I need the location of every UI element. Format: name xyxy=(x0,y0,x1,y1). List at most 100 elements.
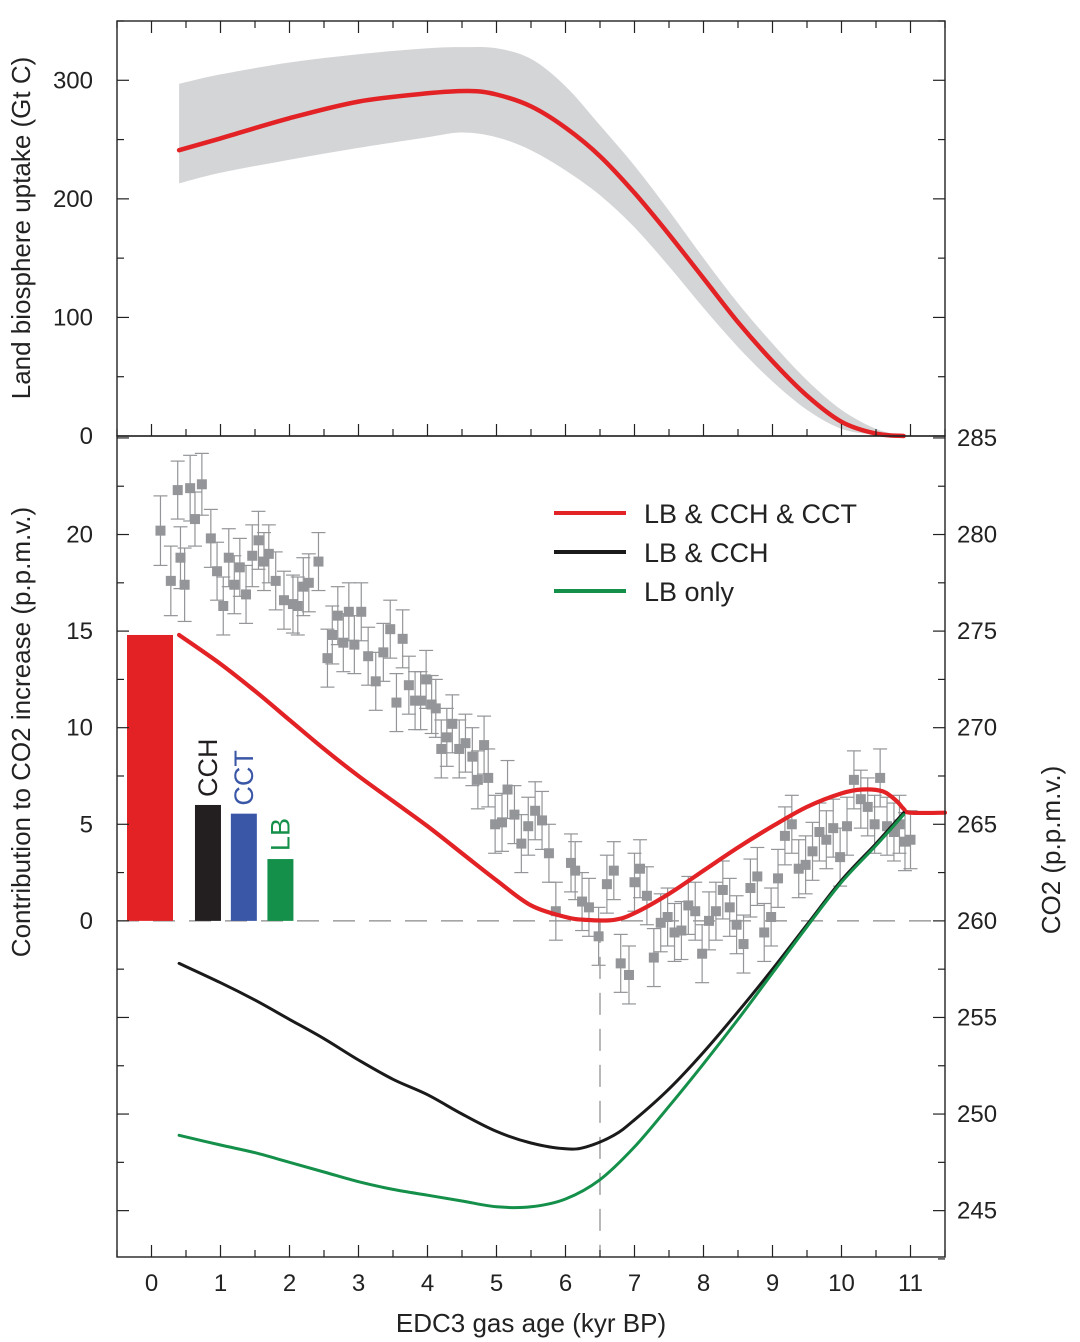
co2-data-point xyxy=(227,555,242,615)
co2-data-point xyxy=(481,748,496,808)
co2-data-point xyxy=(458,713,473,773)
co2-data-point xyxy=(439,707,454,767)
data-marker xyxy=(391,697,402,708)
data-marker xyxy=(253,535,264,546)
data-marker xyxy=(467,751,478,762)
uncertainty-band xyxy=(179,46,904,436)
x-tick-label: 1 xyxy=(214,1270,227,1297)
data-marker xyxy=(648,952,659,963)
data-marker xyxy=(397,633,408,644)
right-y-tick-label: 250 xyxy=(957,1101,997,1128)
co2-data-point xyxy=(354,582,369,642)
legend-label-1: LB & CCH & CCT xyxy=(644,499,857,529)
series-line-3 xyxy=(177,813,906,1210)
x-tick-label: 3 xyxy=(352,1270,365,1297)
data-marker xyxy=(669,927,680,938)
left-y-tick-label: 0 xyxy=(80,908,93,935)
left-y-tick-label: 15 xyxy=(66,618,93,645)
data-marker xyxy=(196,479,207,490)
co2-data-point xyxy=(256,531,271,592)
data-marker xyxy=(472,774,483,785)
left-y-tick-label: 10 xyxy=(66,715,93,742)
data-marker xyxy=(436,743,447,754)
co2-data-point xyxy=(548,881,563,941)
co2-data-point xyxy=(798,835,813,895)
data-marker xyxy=(523,821,534,832)
data-marker xyxy=(415,695,426,706)
co2-data-point xyxy=(177,547,192,623)
right-y-tick-label: 260 xyxy=(957,908,997,935)
data-marker xyxy=(577,896,588,907)
co2-data-point xyxy=(232,537,247,597)
data-marker xyxy=(185,483,196,494)
co2-data-point xyxy=(170,460,185,520)
data-marker xyxy=(502,784,513,795)
data-marker xyxy=(370,676,381,687)
co2-data-point xyxy=(853,769,868,829)
co2-data-point xyxy=(221,528,236,588)
data-marker xyxy=(704,915,715,926)
data-marker xyxy=(497,817,508,828)
data-marker xyxy=(403,680,414,691)
data-marker xyxy=(537,815,548,826)
co2-data-point xyxy=(722,877,737,937)
x-tick-label: 4 xyxy=(421,1270,434,1297)
data-marker xyxy=(172,485,183,496)
co2-data-point xyxy=(336,613,351,673)
data-marker xyxy=(842,821,853,832)
contribution-bar-label-2: CCH xyxy=(193,738,223,797)
co2-data-point xyxy=(599,854,614,914)
data-marker xyxy=(738,939,749,950)
data-marker xyxy=(460,738,471,749)
data-marker xyxy=(205,533,216,544)
co2-data-point xyxy=(903,810,918,870)
data-marker xyxy=(717,884,728,895)
data-marker xyxy=(690,906,701,917)
data-marker xyxy=(175,552,186,563)
co2-data-point xyxy=(261,524,276,584)
data-marker xyxy=(601,879,612,890)
co2-data-point xyxy=(495,792,510,852)
co2-data-point xyxy=(613,933,628,993)
data-marker xyxy=(807,846,818,857)
data-marker xyxy=(218,600,229,611)
data-marker xyxy=(855,794,866,805)
co2-data-point xyxy=(413,671,428,731)
data-marker xyxy=(662,912,673,923)
data-marker xyxy=(550,906,561,917)
contribution-bar-4 xyxy=(267,859,294,921)
right-y-tick-label: 270 xyxy=(957,715,997,742)
co2-data-point xyxy=(194,452,209,516)
series-line-2 xyxy=(177,811,906,1151)
data-marker xyxy=(241,589,252,600)
data-marker xyxy=(683,900,694,911)
data-marker xyxy=(447,718,458,729)
co2-data-point xyxy=(276,570,291,630)
x-tick-label: 11 xyxy=(898,1270,923,1297)
data-marker xyxy=(247,550,258,561)
data-marker xyxy=(800,859,811,870)
data-marker xyxy=(179,579,190,590)
x-tick-label: 0 xyxy=(145,1270,158,1297)
data-marker xyxy=(615,958,626,969)
data-marker xyxy=(848,774,859,785)
legend-label-2: LB & CCH xyxy=(644,538,769,568)
uptake-series-line xyxy=(176,88,906,439)
co2-data-point xyxy=(216,576,231,636)
data-marker xyxy=(421,674,432,685)
data-marker xyxy=(155,525,166,536)
co2-data-point xyxy=(606,841,621,901)
data-marker xyxy=(543,848,554,859)
x-axis-title: EDC3 gas age (kyr BP) xyxy=(396,1308,666,1338)
co2-data-point xyxy=(667,902,682,963)
co2-data-point xyxy=(674,900,689,961)
co2-data-point xyxy=(646,927,661,988)
co2-data-point xyxy=(784,794,799,854)
data-marker xyxy=(483,772,494,783)
co2-data-point xyxy=(341,582,356,642)
co2-data-point xyxy=(376,622,391,682)
data-marker xyxy=(773,873,784,884)
co2-data-point xyxy=(465,727,480,787)
data-marker xyxy=(882,821,893,832)
data-marker xyxy=(332,610,343,621)
